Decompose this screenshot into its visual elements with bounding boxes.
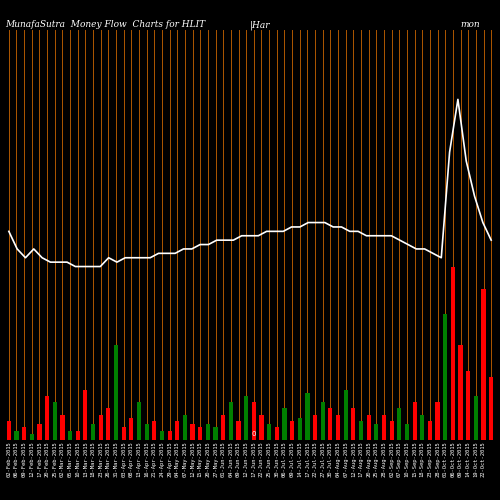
Bar bbox=[214, 428, 218, 440]
Bar bbox=[252, 402, 256, 440]
Bar bbox=[198, 428, 202, 440]
Bar bbox=[76, 430, 80, 440]
Bar bbox=[443, 314, 448, 440]
Text: mon: mon bbox=[460, 20, 479, 29]
Bar bbox=[175, 421, 180, 440]
Bar bbox=[14, 430, 18, 440]
Text: 0: 0 bbox=[252, 431, 256, 437]
Bar bbox=[144, 424, 148, 440]
Bar bbox=[91, 424, 95, 440]
Bar bbox=[466, 370, 470, 440]
Bar bbox=[206, 424, 210, 440]
Bar bbox=[436, 402, 440, 440]
Bar bbox=[137, 402, 141, 440]
Bar bbox=[98, 415, 103, 440]
Bar bbox=[267, 424, 271, 440]
Bar bbox=[260, 415, 264, 440]
Bar bbox=[397, 408, 402, 440]
Bar bbox=[420, 415, 424, 440]
Bar bbox=[30, 434, 34, 440]
Bar bbox=[52, 402, 57, 440]
Bar bbox=[68, 430, 72, 440]
Bar bbox=[352, 408, 356, 440]
Text: MunafaSutra  Money Flow  Charts for HLIT: MunafaSutra Money Flow Charts for HLIT bbox=[5, 20, 205, 29]
Bar bbox=[129, 418, 134, 440]
Bar bbox=[474, 396, 478, 440]
Bar bbox=[320, 402, 325, 440]
Bar bbox=[152, 421, 156, 440]
Bar bbox=[405, 424, 409, 440]
Bar bbox=[458, 346, 462, 440]
Bar bbox=[336, 415, 340, 440]
Bar bbox=[489, 377, 494, 440]
Bar bbox=[6, 421, 11, 440]
Bar bbox=[290, 421, 294, 440]
Bar bbox=[38, 424, 42, 440]
Bar bbox=[298, 418, 302, 440]
Bar bbox=[382, 415, 386, 440]
Bar bbox=[183, 415, 187, 440]
Text: |Har: |Har bbox=[250, 20, 270, 30]
Bar bbox=[168, 430, 172, 440]
Bar bbox=[22, 428, 26, 440]
Bar bbox=[221, 415, 226, 440]
Bar bbox=[106, 408, 110, 440]
Bar bbox=[344, 390, 348, 440]
Bar bbox=[84, 390, 87, 440]
Bar bbox=[114, 346, 118, 440]
Bar bbox=[428, 421, 432, 440]
Bar bbox=[390, 421, 394, 440]
Bar bbox=[190, 424, 194, 440]
Bar bbox=[412, 402, 416, 440]
Bar bbox=[236, 421, 240, 440]
Bar bbox=[451, 266, 455, 440]
Bar bbox=[274, 428, 279, 440]
Bar bbox=[45, 396, 49, 440]
Bar bbox=[244, 396, 248, 440]
Bar bbox=[374, 424, 378, 440]
Bar bbox=[122, 428, 126, 440]
Bar bbox=[359, 421, 363, 440]
Bar bbox=[482, 288, 486, 440]
Bar bbox=[306, 392, 310, 440]
Bar bbox=[229, 402, 233, 440]
Bar bbox=[366, 415, 371, 440]
Bar bbox=[282, 408, 286, 440]
Bar bbox=[60, 415, 64, 440]
Bar bbox=[328, 408, 332, 440]
Bar bbox=[160, 430, 164, 440]
Bar bbox=[313, 415, 317, 440]
